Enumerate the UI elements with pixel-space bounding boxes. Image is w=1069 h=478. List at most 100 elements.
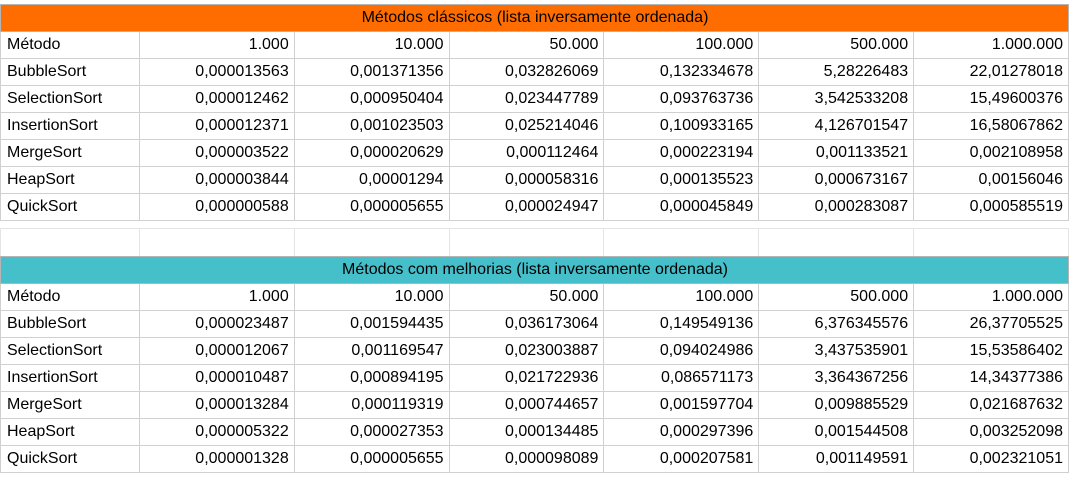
time-value-cell[interactable]: 0,000000588	[138, 193, 295, 221]
time-value-cell[interactable]: 0,000207581	[603, 445, 760, 473]
method-name-cell[interactable]: InsertionSort	[0, 112, 140, 140]
time-value-cell[interactable]: 0,000003522	[138, 139, 295, 167]
time-value-cell[interactable]: 0,000020629	[293, 139, 450, 167]
empty-cell[interactable]	[0, 228, 140, 257]
time-value-cell[interactable]: 0,100933165	[603, 112, 760, 140]
time-value-cell[interactable]: 0,000012462	[138, 85, 295, 113]
method-name-cell[interactable]: QuickSort	[0, 445, 140, 473]
time-value-cell[interactable]: 0,023447789	[448, 85, 605, 113]
method-name-cell[interactable]: MergeSort	[0, 391, 140, 419]
empty-cell[interactable]	[603, 228, 760, 257]
time-value-cell[interactable]: 0,002321051	[913, 445, 1069, 473]
time-value-cell[interactable]: 0,036173064	[448, 310, 605, 338]
header-cell-size[interactable]: 10.000	[293, 283, 450, 311]
header-cell-size[interactable]: 50.000	[448, 283, 605, 311]
time-value-cell[interactable]: 0,009885529	[758, 391, 915, 419]
time-value-cell[interactable]: 0,000010487	[138, 364, 295, 392]
time-value-cell[interactable]: 0,001149591	[758, 445, 915, 473]
time-value-cell[interactable]: 26,37705525	[913, 310, 1069, 338]
header-cell-size[interactable]: 1.000	[138, 283, 295, 311]
time-value-cell[interactable]: 0,00156046	[913, 166, 1069, 194]
time-value-cell[interactable]: 0,001597704	[603, 391, 760, 419]
time-value-cell[interactable]: 0,000950404	[293, 85, 450, 113]
time-value-cell[interactable]: 0,000027353	[293, 418, 450, 446]
header-cell-size[interactable]: 1.000.000	[913, 283, 1069, 311]
table-title[interactable]: Métodos clássicos (lista inversamente or…	[0, 4, 1069, 32]
time-value-cell[interactable]: 0,000894195	[293, 364, 450, 392]
time-value-cell[interactable]: 0,000119319	[293, 391, 450, 419]
time-value-cell[interactable]: 0,002108958	[913, 139, 1069, 167]
table-title[interactable]: Métodos com melhorias (lista inversament…	[0, 256, 1069, 284]
time-value-cell[interactable]: 0,000005655	[293, 193, 450, 221]
time-value-cell[interactable]: 0,000585519	[913, 193, 1069, 221]
method-name-cell[interactable]: BubbleSort	[0, 58, 140, 86]
empty-cell[interactable]	[448, 228, 605, 257]
method-name-cell[interactable]: QuickSort	[0, 193, 140, 221]
method-name-cell[interactable]: SelectionSort	[0, 85, 140, 113]
time-value-cell[interactable]: 0,132334678	[603, 58, 760, 86]
time-value-cell[interactable]: 0,000744657	[448, 391, 605, 419]
time-value-cell[interactable]: 0,093763736	[603, 85, 760, 113]
time-value-cell[interactable]: 0,000045849	[603, 193, 760, 221]
time-value-cell[interactable]: 0,00001294	[293, 166, 450, 194]
method-name-cell[interactable]: BubbleSort	[0, 310, 140, 338]
method-name-cell[interactable]: MergeSort	[0, 139, 140, 167]
empty-cell[interactable]	[758, 228, 915, 257]
time-value-cell[interactable]: 5,28226483	[758, 58, 915, 86]
time-value-cell[interactable]: 0,032826069	[448, 58, 605, 86]
time-value-cell[interactable]: 0,000297396	[603, 418, 760, 446]
time-value-cell[interactable]: 0,001594435	[293, 310, 450, 338]
header-cell-method[interactable]: Método	[0, 31, 140, 59]
time-value-cell[interactable]: 0,000112464	[448, 139, 605, 167]
empty-cell[interactable]	[293, 228, 450, 257]
time-value-cell[interactable]: 0,000098089	[448, 445, 605, 473]
time-value-cell[interactable]: 4,126701547	[758, 112, 915, 140]
header-cell-size[interactable]: 500.000	[758, 31, 915, 59]
time-value-cell[interactable]: 15,53586402	[913, 337, 1069, 365]
method-name-cell[interactable]: HeapSort	[0, 418, 140, 446]
time-value-cell[interactable]: 0,000058316	[448, 166, 605, 194]
time-value-cell[interactable]: 0,001133521	[758, 139, 915, 167]
header-cell-size[interactable]: 10.000	[293, 31, 450, 59]
time-value-cell[interactable]: 15,49600376	[913, 85, 1069, 113]
time-value-cell[interactable]: 0,000134485	[448, 418, 605, 446]
time-value-cell[interactable]: 3,542533208	[758, 85, 915, 113]
time-value-cell[interactable]: 0,001169547	[293, 337, 450, 365]
time-value-cell[interactable]: 0,000673167	[758, 166, 915, 194]
time-value-cell[interactable]: 0,025214046	[448, 112, 605, 140]
time-value-cell[interactable]: 0,000223194	[603, 139, 760, 167]
method-name-cell[interactable]: HeapSort	[0, 166, 140, 194]
time-value-cell[interactable]: 0,000001328	[138, 445, 295, 473]
time-value-cell[interactable]: 0,094024986	[603, 337, 760, 365]
time-value-cell[interactable]: 3,364367256	[758, 364, 915, 392]
time-value-cell[interactable]: 0,021722936	[448, 364, 605, 392]
time-value-cell[interactable]: 0,000135523	[603, 166, 760, 194]
time-value-cell[interactable]: 0,000013284	[138, 391, 295, 419]
time-value-cell[interactable]: 14,34377386	[913, 364, 1069, 392]
time-value-cell[interactable]: 22,01278018	[913, 58, 1069, 86]
header-cell-size[interactable]: 50.000	[448, 31, 605, 59]
time-value-cell[interactable]: 0,001023503	[293, 112, 450, 140]
method-name-cell[interactable]: InsertionSort	[0, 364, 140, 392]
time-value-cell[interactable]: 16,58067862	[913, 112, 1069, 140]
time-value-cell[interactable]: 0,001544508	[758, 418, 915, 446]
time-value-cell[interactable]: 0,086571173	[603, 364, 760, 392]
time-value-cell[interactable]: 0,000283087	[758, 193, 915, 221]
header-cell-size[interactable]: 1.000	[138, 31, 295, 59]
time-value-cell[interactable]: 0,000003844	[138, 166, 295, 194]
time-value-cell[interactable]: 0,000012371	[138, 112, 295, 140]
empty-cell[interactable]	[138, 228, 295, 257]
time-value-cell[interactable]: 0,000024947	[448, 193, 605, 221]
method-name-cell[interactable]: SelectionSort	[0, 337, 140, 365]
time-value-cell[interactable]: 0,000012067	[138, 337, 295, 365]
header-cell-size[interactable]: 1.000.000	[913, 31, 1069, 59]
time-value-cell[interactable]: 0,149549136	[603, 310, 760, 338]
time-value-cell[interactable]: 0,023003887	[448, 337, 605, 365]
header-cell-method[interactable]: Método	[0, 283, 140, 311]
time-value-cell[interactable]: 0,000005322	[138, 418, 295, 446]
header-cell-size[interactable]: 100.000	[603, 31, 760, 59]
header-cell-size[interactable]: 500.000	[758, 283, 915, 311]
time-value-cell[interactable]: 0,021687632	[913, 391, 1069, 419]
time-value-cell[interactable]: 0,001371356	[293, 58, 450, 86]
time-value-cell[interactable]: 3,437535901	[758, 337, 915, 365]
